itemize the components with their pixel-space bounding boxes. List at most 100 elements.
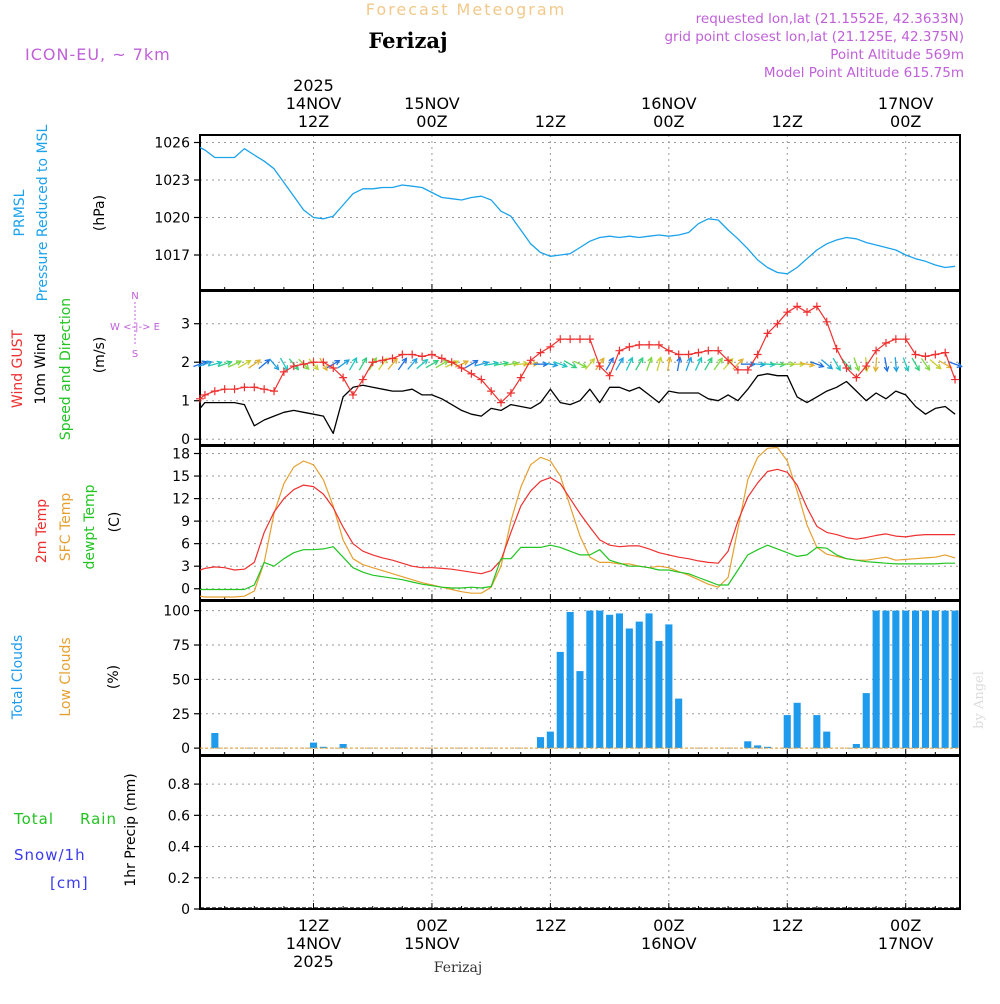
gust-point — [220, 385, 229, 394]
wind-arrow — [832, 357, 841, 371]
wind-arrow — [810, 361, 824, 368]
wind-arrow — [474, 361, 489, 367]
wind-arrow — [676, 357, 681, 372]
precip-ytick-label: 0.4 — [168, 840, 190, 856]
wind-arrow-head — [618, 356, 624, 364]
wind-arrow-head — [924, 364, 931, 372]
cloud-labels: Total Clouds Low Clouds (%) — [10, 635, 122, 720]
gust-point — [536, 348, 545, 357]
wind-arrow-head — [343, 359, 351, 365]
cloud-bar — [635, 621, 643, 749]
top-time-label: 00Z — [653, 112, 684, 131]
pressure-frame — [199, 134, 961, 291]
wind-arrow — [543, 362, 558, 367]
cloud-bar — [813, 715, 821, 749]
cloud-bar — [319, 746, 327, 749]
gust-point — [467, 369, 476, 378]
wind-arrow-head — [872, 366, 879, 373]
wind-arrow — [635, 357, 644, 371]
cloud-bar — [892, 610, 900, 749]
credit: by Angel — [972, 671, 987, 729]
cloud-bar — [339, 744, 347, 749]
wind-arrow-head — [893, 366, 900, 373]
cloud-bar — [872, 610, 880, 749]
gust-point — [196, 394, 204, 403]
gust-point — [576, 335, 584, 344]
top-time-label: 12Z — [772, 112, 803, 131]
cloud-bar — [675, 698, 683, 749]
wind-arrow-head — [361, 356, 368, 364]
top-time-label: 12Z — [298, 112, 329, 131]
sfc-label: SFC Temp — [58, 493, 74, 562]
wind-arrow — [894, 357, 898, 372]
wind-arrow-head — [411, 357, 418, 364]
gust-point — [506, 389, 515, 398]
gust-point — [872, 346, 881, 355]
wind-arrow — [238, 360, 251, 369]
cloud-bar — [862, 693, 870, 749]
gust-point — [605, 371, 614, 380]
wind-arrow-head — [676, 355, 683, 363]
gust-point — [437, 354, 446, 363]
wind-arrow-head — [226, 360, 233, 366]
wind-arrow-head — [769, 361, 776, 368]
gust-point — [664, 346, 673, 355]
wind-ytick-label: 1 — [181, 394, 190, 410]
wind-arrow-head — [956, 362, 963, 368]
t2m-line — [199, 468, 956, 575]
cloud-units: (%) — [106, 665, 122, 689]
cloud-bar — [655, 640, 663, 749]
gust-point — [842, 364, 851, 372]
pressure-units: (hPa) — [92, 195, 108, 231]
gust-point — [803, 308, 812, 317]
wind-arrow-head — [462, 360, 470, 366]
wind-arrow — [503, 362, 518, 367]
model-label: ICON-EU, ~ 7km — [25, 45, 171, 64]
precip-units: 1hr Precip (mm) — [123, 773, 139, 886]
wind-arrow-head — [759, 361, 766, 368]
gust-point — [378, 356, 387, 365]
bottom-time-label: 14NOV — [286, 934, 342, 953]
wind-arrow — [713, 358, 723, 371]
dewpt-line — [200, 544, 956, 591]
wind-arrow-head — [273, 364, 280, 371]
wind-arrow — [605, 357, 614, 371]
temperature-ytick-label: 9 — [181, 514, 190, 530]
wind10m-label: 10m Wind — [33, 333, 49, 404]
wind-arrow-head — [571, 363, 578, 369]
chart-title: Forecast Meteogram — [366, 0, 566, 19]
top-time-label: 17NOV — [878, 94, 934, 113]
gust-point — [526, 356, 535, 365]
gust-point — [487, 387, 496, 396]
gust-point — [408, 350, 417, 359]
temperature-ytick-label: 18 — [172, 447, 190, 463]
temperature-panel: 0 3 6 9 12 15 18 — [172, 445, 961, 601]
requested-coords: requested lon,lat (21.1552E, 42.3633N) — [696, 11, 964, 27]
gust-point — [941, 348, 950, 357]
precip-ytick-label: 0.2 — [168, 871, 190, 887]
cloud-bar — [823, 731, 831, 749]
low-clouds-label: Low Clouds — [58, 637, 74, 716]
cloud-bar — [546, 731, 554, 749]
pressure-line — [199, 146, 956, 275]
wind-arrow — [198, 361, 212, 368]
grid-point-coords: grid point closest lon,lat (21.125E, 42.… — [664, 29, 964, 45]
gust-point — [862, 362, 871, 371]
top-time-label: 00Z — [416, 112, 447, 131]
compass-s: S — [132, 349, 138, 360]
gust-point — [901, 335, 910, 344]
cloud-bar — [941, 610, 949, 749]
clouds-ytick-label: 50 — [172, 672, 190, 688]
gust-point — [881, 338, 890, 347]
precip-ytick-label: 0 — [181, 902, 190, 918]
t2m-label: 2m Temp — [34, 499, 50, 563]
wind-arrow-head — [522, 360, 530, 367]
location-title: Ferizaj — [368, 28, 447, 53]
cloud-bar — [754, 745, 762, 749]
top-time-label: 2025 — [293, 76, 334, 95]
wind-arrow — [513, 362, 528, 366]
compass-rose: N W <-|-> E S — [110, 291, 160, 360]
wind-arrow-head — [808, 361, 816, 368]
wind-arrow — [258, 359, 270, 370]
